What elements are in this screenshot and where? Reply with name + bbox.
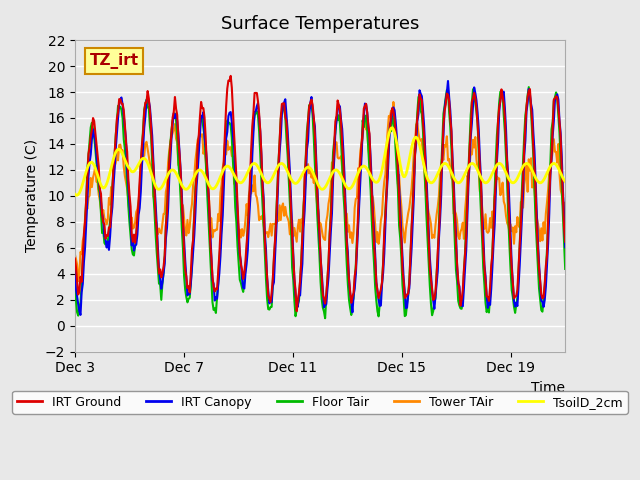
Text: TZ_irt: TZ_irt	[90, 53, 139, 69]
Y-axis label: Temperature (C): Temperature (C)	[25, 139, 39, 252]
Legend: IRT Ground, IRT Canopy, Floor Tair, Tower TAir, TsoilD_2cm: IRT Ground, IRT Canopy, Floor Tair, Towe…	[12, 391, 628, 414]
X-axis label: Time: Time	[531, 381, 565, 395]
Title: Surface Temperatures: Surface Temperatures	[221, 15, 419, 33]
